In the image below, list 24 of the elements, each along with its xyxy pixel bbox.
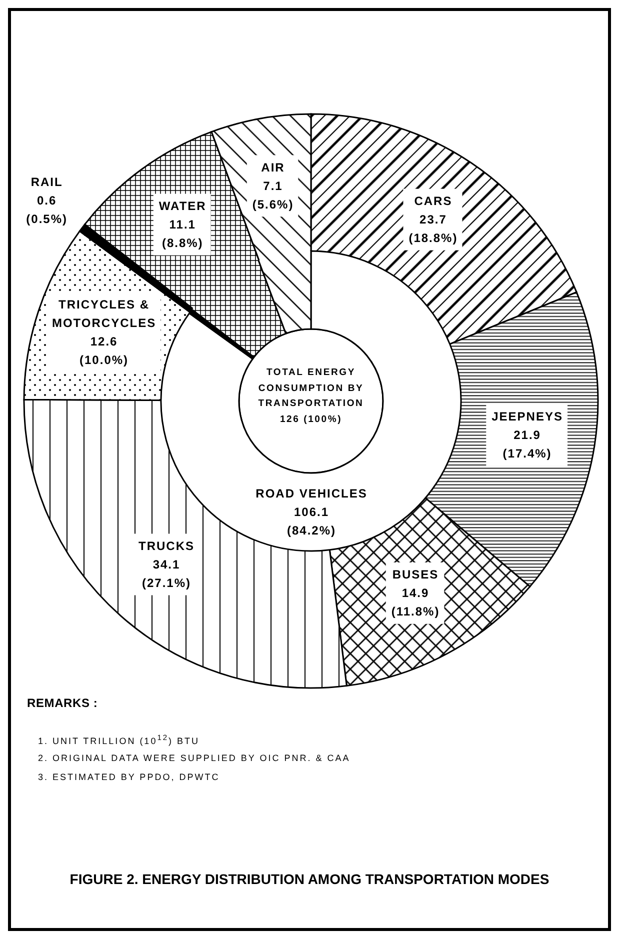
- text: 2. ORIGINAL DATA WERE SUPPLIED BY OIC PNR. & CAA: [38, 752, 350, 764]
- data-label: 14.9 (11.8%): [391, 586, 440, 619]
- text: REMARKS :: [27, 696, 98, 710]
- data-label: 12.6 (10.0%): [80, 334, 129, 368]
- slice-label: JEEPNEYS: [492, 410, 563, 424]
- slice-label: AIR: [261, 160, 285, 174]
- slice-label: BUSES: [392, 568, 439, 582]
- text: 1. UNIT TRILLION (10$^{12}$) BTU: [38, 732, 200, 748]
- data-label: 21.9 (17.4%): [502, 428, 552, 461]
- slice-label: TRUCKS: [138, 538, 195, 553]
- text: 3. ESTIMATED BY PPDO, DPWTC: [38, 771, 220, 784]
- slice-label: WATER: [158, 199, 206, 214]
- data-label: 11.1 (8.8%): [162, 218, 204, 250]
- slice-label: CARS: [414, 194, 452, 208]
- data-label: 7.1 (5.6%): [252, 178, 294, 212]
- data-label: 23.7 (18.8%): [408, 212, 458, 246]
- text: TOTAL ENERGY CONSUMPTION BY TRANSPORTATION 126 (100%): [257, 366, 365, 426]
- text: FIGURE 2. ENERGY DISTRIBUTION AMONG TRANSPORTATION MODES: [68, 870, 550, 888]
- data-label: 106.1 (84.2%): [286, 505, 336, 538]
- data-label: 34.1 (27.1%): [142, 557, 192, 590]
- slice-label: ROAD VEHICLES: [256, 486, 368, 500]
- slice-label: TRICYCLES & MOTORCYCLES: [52, 298, 156, 330]
- slice-label: RAIL: [30, 175, 63, 190]
- data-label: 0.6 (0.5%): [26, 194, 68, 226]
